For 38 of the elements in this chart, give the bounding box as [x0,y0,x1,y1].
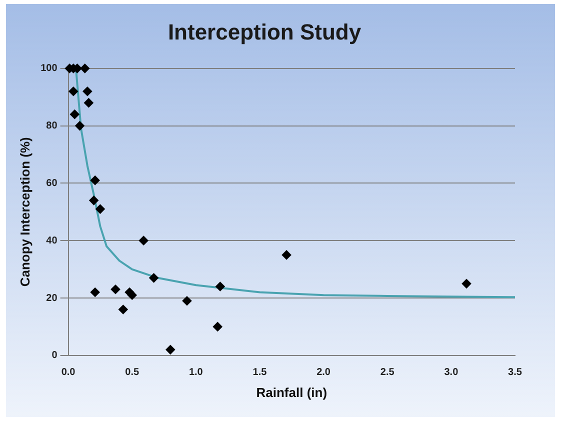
x-axis-title: Rainfall (in) [256,384,328,400]
x-tick-label: 0.0 [61,367,76,378]
point [139,236,148,246]
point [80,64,90,73]
point [68,86,78,96]
x-tick-label: 2.0 [316,367,331,378]
point [70,110,80,119]
y-tick-label: 80 [46,120,58,132]
y-axis-title: Canopy Interception (%) [17,137,32,287]
point [84,98,94,108]
y-tick-label: 60 [46,178,58,189]
point [90,176,100,185]
x-tick-label: 1.0 [188,367,204,378]
point [128,290,137,300]
point [111,284,120,294]
x-tick-label: 1.5 [252,367,268,378]
x-tick-label: 3.0 [444,367,459,378]
point [182,296,192,306]
y-tick-label: 20 [46,292,58,304]
point [75,121,84,130]
chart-title: Interception Study [168,19,362,44]
y-tick-label: 100 [40,63,58,74]
point [96,204,105,214]
y-tick-label: 40 [46,235,58,246]
point [82,86,92,96]
y-tick-label: 0 [52,350,58,362]
point [216,282,225,292]
point [166,345,175,354]
point [462,279,471,288]
x-tick-label: 3.5 [508,367,522,378]
x-tick-label: 0.5 [125,367,140,378]
point [89,196,98,205]
point [213,322,222,332]
point [90,288,100,297]
x-tick-label: 2.5 [380,367,395,378]
point [282,250,292,260]
point [149,273,158,282]
point [118,304,128,314]
